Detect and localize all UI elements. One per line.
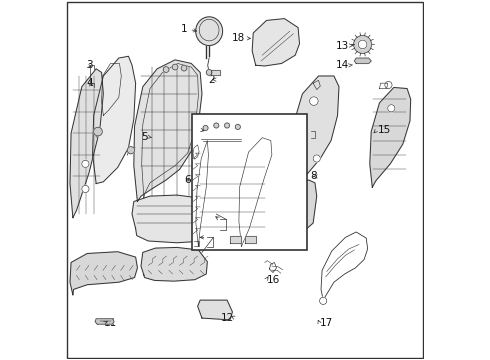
- Circle shape: [82, 185, 89, 193]
- Text: 11: 11: [103, 319, 117, 328]
- Polygon shape: [132, 195, 215, 243]
- Text: 13: 13: [336, 41, 349, 50]
- Polygon shape: [93, 56, 136, 184]
- Polygon shape: [252, 19, 299, 66]
- Circle shape: [388, 105, 395, 112]
- Text: 2: 2: [208, 75, 215, 85]
- Bar: [192, 114, 307, 250]
- Polygon shape: [354, 58, 371, 63]
- Circle shape: [310, 97, 318, 105]
- Circle shape: [163, 67, 169, 72]
- Circle shape: [313, 155, 320, 162]
- Text: 17: 17: [320, 319, 334, 328]
- Text: 1: 1: [181, 24, 188, 35]
- Text: 6: 6: [184, 175, 191, 185]
- Circle shape: [385, 81, 392, 89]
- Circle shape: [172, 64, 178, 70]
- Text: 8: 8: [310, 171, 317, 181]
- Circle shape: [181, 65, 187, 71]
- Text: 7: 7: [192, 125, 198, 135]
- Bar: [211, 69, 220, 75]
- Bar: [230, 236, 241, 243]
- Text: 9: 9: [220, 215, 226, 224]
- Polygon shape: [141, 247, 207, 281]
- Circle shape: [82, 160, 89, 167]
- Text: 14: 14: [336, 60, 349, 70]
- Polygon shape: [95, 319, 114, 324]
- Circle shape: [224, 123, 230, 128]
- Polygon shape: [134, 60, 202, 202]
- Circle shape: [214, 123, 219, 128]
- Text: 3: 3: [87, 60, 93, 70]
- Circle shape: [319, 297, 327, 305]
- Text: 18: 18: [232, 33, 245, 43]
- Polygon shape: [197, 300, 232, 320]
- Polygon shape: [70, 252, 137, 295]
- Polygon shape: [195, 135, 203, 146]
- Ellipse shape: [196, 17, 222, 45]
- Circle shape: [203, 126, 208, 131]
- Text: 4: 4: [87, 78, 93, 88]
- Text: 12: 12: [221, 313, 234, 323]
- Text: 15: 15: [378, 125, 391, 135]
- Circle shape: [94, 127, 102, 136]
- Circle shape: [354, 36, 371, 53]
- Text: 5: 5: [142, 132, 148, 142]
- Polygon shape: [295, 180, 317, 231]
- Polygon shape: [291, 76, 339, 187]
- Circle shape: [206, 69, 212, 75]
- Circle shape: [127, 147, 135, 154]
- Bar: [245, 236, 256, 243]
- Circle shape: [235, 125, 240, 130]
- Circle shape: [358, 40, 367, 49]
- Text: 16: 16: [267, 275, 280, 285]
- Text: 10: 10: [193, 232, 205, 242]
- Polygon shape: [370, 87, 411, 187]
- Polygon shape: [70, 69, 103, 218]
